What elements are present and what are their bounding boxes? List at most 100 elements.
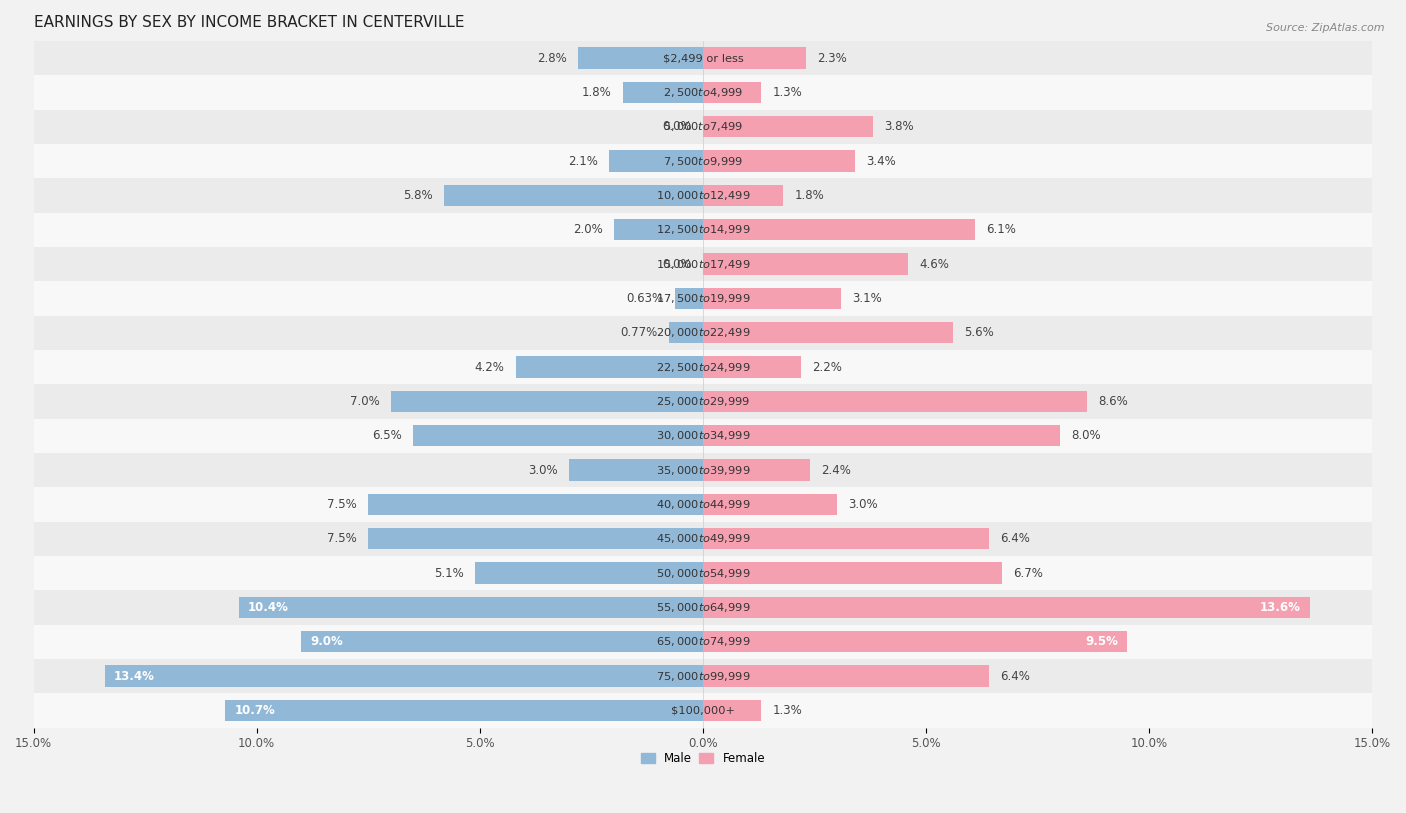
Bar: [669, 322, 703, 343]
Bar: [301, 631, 703, 652]
Bar: [703, 219, 976, 241]
Text: 0.77%: 0.77%: [620, 326, 658, 339]
Text: 0.0%: 0.0%: [662, 120, 692, 133]
Text: 2.0%: 2.0%: [572, 224, 603, 237]
Bar: [34, 76, 1372, 110]
Text: 2.2%: 2.2%: [813, 360, 842, 373]
Bar: [703, 150, 855, 172]
Bar: [34, 178, 1372, 212]
Text: 8.0%: 8.0%: [1071, 429, 1101, 442]
Text: $65,000 to $74,999: $65,000 to $74,999: [655, 635, 751, 648]
Text: $100,000+: $100,000+: [671, 706, 735, 715]
Bar: [703, 665, 988, 687]
Bar: [34, 281, 1372, 315]
Bar: [34, 487, 1372, 522]
Text: 6.4%: 6.4%: [1000, 670, 1029, 683]
Bar: [609, 150, 703, 172]
Bar: [703, 528, 988, 550]
Text: Source: ZipAtlas.com: Source: ZipAtlas.com: [1267, 23, 1385, 33]
Text: 9.5%: 9.5%: [1085, 635, 1118, 648]
Text: 1.3%: 1.3%: [772, 704, 801, 717]
Bar: [34, 419, 1372, 453]
Bar: [703, 322, 953, 343]
Text: 13.6%: 13.6%: [1260, 601, 1301, 614]
Text: 10.7%: 10.7%: [235, 704, 276, 717]
Text: 2.4%: 2.4%: [821, 463, 851, 476]
Text: $25,000 to $29,999: $25,000 to $29,999: [655, 395, 751, 408]
Text: 5.6%: 5.6%: [965, 326, 994, 339]
Bar: [34, 659, 1372, 693]
Text: 10.4%: 10.4%: [247, 601, 288, 614]
Bar: [239, 597, 703, 618]
Text: $12,500 to $14,999: $12,500 to $14,999: [655, 224, 751, 237]
Bar: [703, 493, 837, 515]
Text: $15,000 to $17,499: $15,000 to $17,499: [655, 258, 751, 271]
Bar: [475, 563, 703, 584]
Text: 2.1%: 2.1%: [568, 154, 598, 167]
Bar: [703, 425, 1060, 446]
Bar: [413, 425, 703, 446]
Bar: [703, 391, 1087, 412]
Text: $40,000 to $44,999: $40,000 to $44,999: [655, 498, 751, 511]
Text: 5.8%: 5.8%: [404, 189, 433, 202]
Text: 3.0%: 3.0%: [529, 463, 558, 476]
Text: $20,000 to $22,499: $20,000 to $22,499: [655, 326, 751, 339]
Bar: [34, 522, 1372, 556]
Text: 1.8%: 1.8%: [794, 189, 824, 202]
Bar: [569, 459, 703, 480]
Bar: [34, 453, 1372, 487]
Bar: [623, 82, 703, 103]
Bar: [703, 82, 761, 103]
Text: $5,000 to $7,499: $5,000 to $7,499: [664, 120, 742, 133]
Text: 6.5%: 6.5%: [373, 429, 402, 442]
Text: 4.2%: 4.2%: [475, 360, 505, 373]
Bar: [516, 356, 703, 378]
Bar: [703, 459, 810, 480]
Text: 2.8%: 2.8%: [537, 51, 567, 64]
Bar: [703, 597, 1310, 618]
Text: 9.0%: 9.0%: [311, 635, 343, 648]
Text: 6.1%: 6.1%: [987, 224, 1017, 237]
Text: $2,500 to $4,999: $2,500 to $4,999: [664, 86, 742, 99]
Text: 3.0%: 3.0%: [848, 498, 877, 511]
Text: 6.7%: 6.7%: [1014, 567, 1043, 580]
Bar: [368, 493, 703, 515]
Text: $17,500 to $19,999: $17,500 to $19,999: [655, 292, 751, 305]
Text: 1.3%: 1.3%: [772, 86, 801, 99]
Text: 3.1%: 3.1%: [852, 292, 882, 305]
Bar: [34, 385, 1372, 419]
Text: $10,000 to $12,499: $10,000 to $12,499: [655, 189, 751, 202]
Bar: [105, 665, 703, 687]
Text: $35,000 to $39,999: $35,000 to $39,999: [655, 463, 751, 476]
Bar: [703, 47, 806, 69]
Bar: [703, 185, 783, 206]
Bar: [34, 212, 1372, 247]
Bar: [34, 110, 1372, 144]
Text: 0.0%: 0.0%: [662, 258, 692, 271]
Bar: [34, 144, 1372, 178]
Text: 5.1%: 5.1%: [434, 567, 464, 580]
Text: 7.0%: 7.0%: [350, 395, 380, 408]
Text: 3.4%: 3.4%: [866, 154, 896, 167]
Bar: [34, 350, 1372, 385]
Text: $30,000 to $34,999: $30,000 to $34,999: [655, 429, 751, 442]
Text: 13.4%: 13.4%: [114, 670, 155, 683]
Bar: [34, 624, 1372, 659]
Bar: [34, 693, 1372, 728]
Text: $22,500 to $24,999: $22,500 to $24,999: [655, 360, 751, 373]
Text: 3.8%: 3.8%: [884, 120, 914, 133]
Text: $45,000 to $49,999: $45,000 to $49,999: [655, 533, 751, 546]
Bar: [34, 556, 1372, 590]
Text: 2.3%: 2.3%: [817, 51, 846, 64]
Bar: [34, 41, 1372, 76]
Bar: [703, 356, 801, 378]
Bar: [703, 563, 1002, 584]
Bar: [703, 116, 873, 137]
Bar: [675, 288, 703, 309]
Bar: [614, 219, 703, 241]
Text: 0.63%: 0.63%: [627, 292, 664, 305]
Bar: [225, 700, 703, 721]
Bar: [34, 247, 1372, 281]
Text: 4.6%: 4.6%: [920, 258, 949, 271]
Text: $7,500 to $9,999: $7,500 to $9,999: [664, 154, 742, 167]
